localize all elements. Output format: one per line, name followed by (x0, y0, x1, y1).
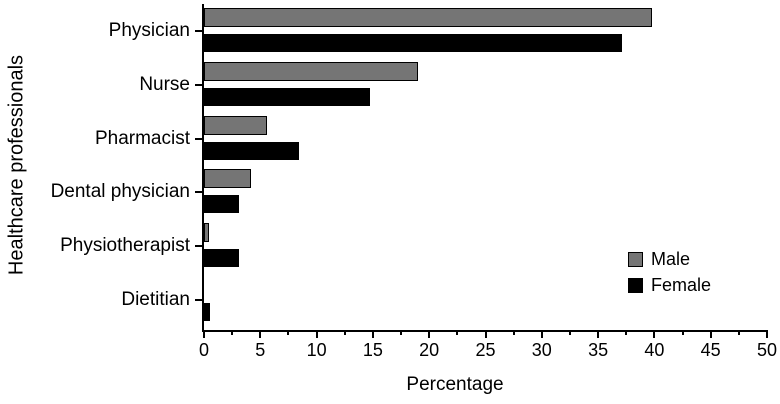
x-tick-label: 15 (362, 340, 383, 360)
male-bar (204, 115, 268, 135)
legend-label-female: Female (651, 275, 712, 295)
x-tick-major (766, 330, 768, 338)
x-tick-minor (287, 330, 290, 335)
x-tick-label: 40 (644, 340, 665, 360)
male-bar (204, 8, 653, 27)
x-tick-major (315, 330, 318, 338)
y-axis-tick (195, 299, 204, 301)
category-label: Dietitian (121, 289, 190, 310)
legend: Male Female (628, 250, 711, 302)
x-tick-minor (568, 330, 571, 335)
x-tick-minor (625, 330, 628, 335)
x-tick-minor (737, 330, 740, 335)
x-tick-label: 10 (306, 340, 327, 360)
female-bar (204, 249, 239, 268)
female-bar (204, 34, 622, 52)
legend-item-female: Female (628, 276, 711, 294)
x-tick-major (428, 330, 431, 338)
x-tick-minor (456, 330, 459, 335)
female-swatch-icon (628, 277, 643, 293)
x-tick-major (540, 330, 543, 338)
category-label: Nurse (139, 73, 190, 95)
x-tick-major (203, 330, 205, 338)
x-tick-major (371, 330, 374, 338)
x-tick-label: 0 (198, 340, 209, 360)
x-tick-label: 45 (700, 340, 721, 360)
y-axis-tick (195, 30, 204, 32)
x-tick-major (259, 330, 262, 338)
x-tick-major (484, 330, 487, 338)
x-tick-major (597, 330, 600, 338)
female-bar (204, 87, 370, 106)
x-tick-minor (231, 330, 234, 335)
x-tick-minor (343, 330, 346, 335)
x-axis-title: Percentage (406, 374, 504, 395)
legend-item-male: Male (628, 250, 711, 268)
male-swatch-icon (628, 251, 643, 267)
x-tick-label: 25 (475, 340, 496, 360)
y-axis-tick (195, 83, 204, 86)
x-tick-minor (681, 330, 684, 335)
male-bar (204, 223, 209, 243)
x-tick-label: 5 (255, 340, 266, 360)
x-tick-label: 35 (588, 340, 609, 360)
category-label: Physician (108, 20, 190, 41)
female-bar (204, 141, 299, 160)
category-label: Physiotherapist (60, 235, 190, 257)
y-axis-tick (195, 245, 204, 248)
x-tick-label: 30 (531, 340, 552, 360)
y-axis-tick (195, 137, 204, 140)
legend-label-male: Male (651, 249, 691, 269)
x-tick-major (653, 330, 656, 338)
x-tick-label: 50 (756, 340, 778, 360)
plot-area: 0 5 10 15 20 25 30 35 40 45 50 (195, 4, 777, 360)
male-bar (204, 169, 252, 189)
female-bar (204, 303, 210, 321)
y-axis-tick (195, 191, 204, 194)
x-tick-minor (512, 330, 515, 335)
male-bar (204, 61, 418, 81)
x-tick-minor (400, 330, 403, 335)
female-bar (204, 195, 239, 214)
category-label: Pharmacist (94, 127, 190, 149)
category-label: Dental physician (50, 181, 190, 203)
x-tick-major (709, 330, 712, 338)
x-tick-label: 20 (419, 340, 440, 360)
